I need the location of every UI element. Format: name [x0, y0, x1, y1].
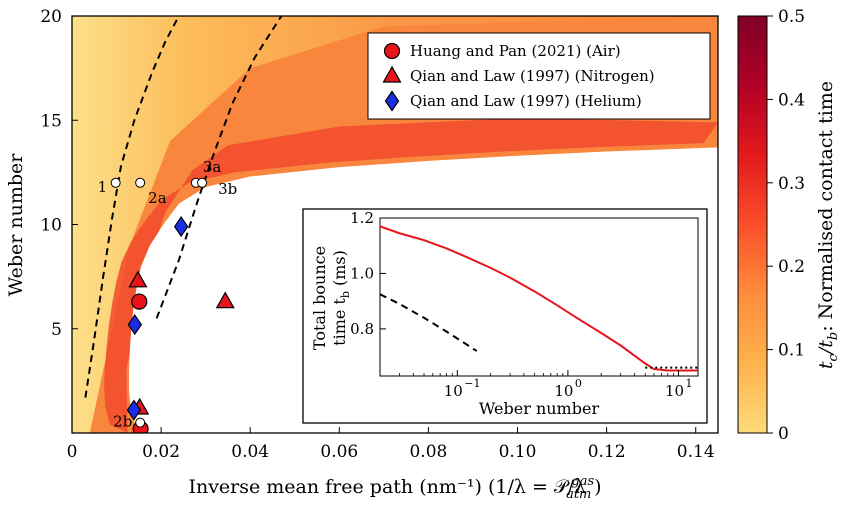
point-label: 1: [98, 178, 108, 196]
legend-label: Huang and Pan (2021) (Air): [410, 42, 621, 60]
inset-lines: [380, 225, 698, 372]
inset-y-tick-label: 0.8: [350, 320, 374, 338]
diamond-marker: [126, 399, 142, 421]
point-labels: 1 2a 3a 3b 2b: [98, 158, 238, 431]
inset-dashed-line: [380, 293, 478, 352]
colorbar-ticks: 0 0.1 0.2 0.3 0.4 0.5: [767, 7, 805, 444]
triangle-marker: [215, 291, 235, 309]
x-tick-label: 0.08: [409, 442, 447, 462]
legend-circle-marker: [383, 42, 401, 60]
y-tick-label: 20: [40, 7, 62, 27]
svg-text:time tb (ms): time tb (ms): [330, 250, 352, 346]
x-tick-label: 0.14: [677, 442, 715, 462]
x-tick-label: 0.02: [142, 442, 180, 462]
point-label: 3a: [203, 158, 222, 176]
legend-triangle-marker: [382, 65, 402, 83]
legend: Huang and Pan (2021) (Air) Qian and Law (…: [367, 32, 711, 120]
colorbar-tick-label: 0.4: [778, 90, 805, 110]
colorbar: 0 0.1 0.2 0.3 0.4 0.5 tc/tb: Normalised conta…: [737, 7, 841, 444]
inset-x-tick-exponent: 1: [686, 377, 693, 390]
legend-box: [367, 32, 711, 120]
x-tick-label: 0.10: [499, 442, 537, 462]
inset-y-tick-label: 1.0: [350, 264, 374, 282]
legend-diamond-marker: [384, 90, 400, 112]
inset-solid-line: [380, 225, 698, 372]
inset-x-ticks: 10 −1 10 0 10 1: [399, 370, 693, 400]
inset-y-tick-label: 1.2: [350, 209, 374, 227]
inset-background: [302, 208, 708, 424]
inset-y-ticks: 0.8 1.0 1.2: [350, 209, 386, 338]
y-axis-ticks: 5 10 15 20: [40, 7, 78, 340]
inset-plot: 10 −1 10 0 10 1 0.81.01.2 Weber number Total …: [302, 208, 708, 424]
inset-x-title: Weber number: [479, 399, 600, 418]
legend-label: Qian and Law (1997) (Nitrogen): [410, 67, 655, 85]
colorbar-tick-label: 0.1: [778, 341, 805, 361]
legend-label: Qian and Law (1997) (Helium): [410, 92, 642, 110]
x-tick-label: 0.06: [320, 442, 358, 462]
inset-y-title: Total bounce time tb (ms): [310, 246, 352, 350]
dashed-guide-line: [155, 16, 283, 319]
annotated-point: [110, 177, 121, 188]
x-axis-title: Inverse mean free path (nm⁻¹) (1/λ = 𝒫/λ…: [188, 474, 601, 502]
colorbar-tick-label: 0.3: [778, 174, 805, 194]
inset-x-tick-label: 10: [665, 382, 684, 400]
point-label: 3b: [218, 180, 237, 198]
colorbar-tick-label: 0: [778, 424, 789, 444]
dashed-guide-line: [84, 16, 180, 398]
inset-x-tick-exponent: −1: [464, 377, 480, 390]
circle-marker: [131, 293, 148, 310]
diamond-marker: [127, 314, 143, 336]
annotated-point: [135, 177, 146, 188]
svg-text:Total bounce: Total bounce: [310, 246, 329, 350]
annotated-points: [110, 177, 208, 428]
annotated-point: [135, 417, 146, 428]
triangle-marker: [128, 270, 148, 288]
colorbar-tick-label: 0.2: [778, 257, 805, 277]
dashed-guides: [84, 16, 283, 398]
annotated-point: [197, 177, 208, 188]
y-tick-label: 5: [51, 320, 62, 340]
point-label: 2a: [148, 189, 167, 207]
x-tick-label: 0: [67, 442, 78, 462]
x-tick-label: 0.04: [231, 442, 269, 462]
x-tick-label: 0.12: [588, 442, 626, 462]
inset-x-tick-label: 10: [444, 382, 463, 400]
y-tick-label: 15: [40, 111, 62, 131]
inset-x-tick-label: 10: [554, 382, 573, 400]
y-axis-title: Weber number: [5, 153, 27, 297]
point-label: 2b: [113, 413, 132, 431]
x-axis-ticks: 0 0.02 0.04 0.06 0.08 0.10 0.12 0.14: [67, 427, 715, 462]
diamond-marker: [173, 216, 189, 238]
colorbar-title: tc/tb: Normalised contact time: [815, 81, 841, 369]
colorbar-fill: [737, 15, 768, 434]
y-tick-label: 10: [40, 216, 62, 236]
inset-axes-frame: [379, 217, 699, 377]
colorbar-tick-label: 0.5: [778, 7, 805, 27]
inset-x-tick-exponent: 0: [575, 377, 582, 390]
